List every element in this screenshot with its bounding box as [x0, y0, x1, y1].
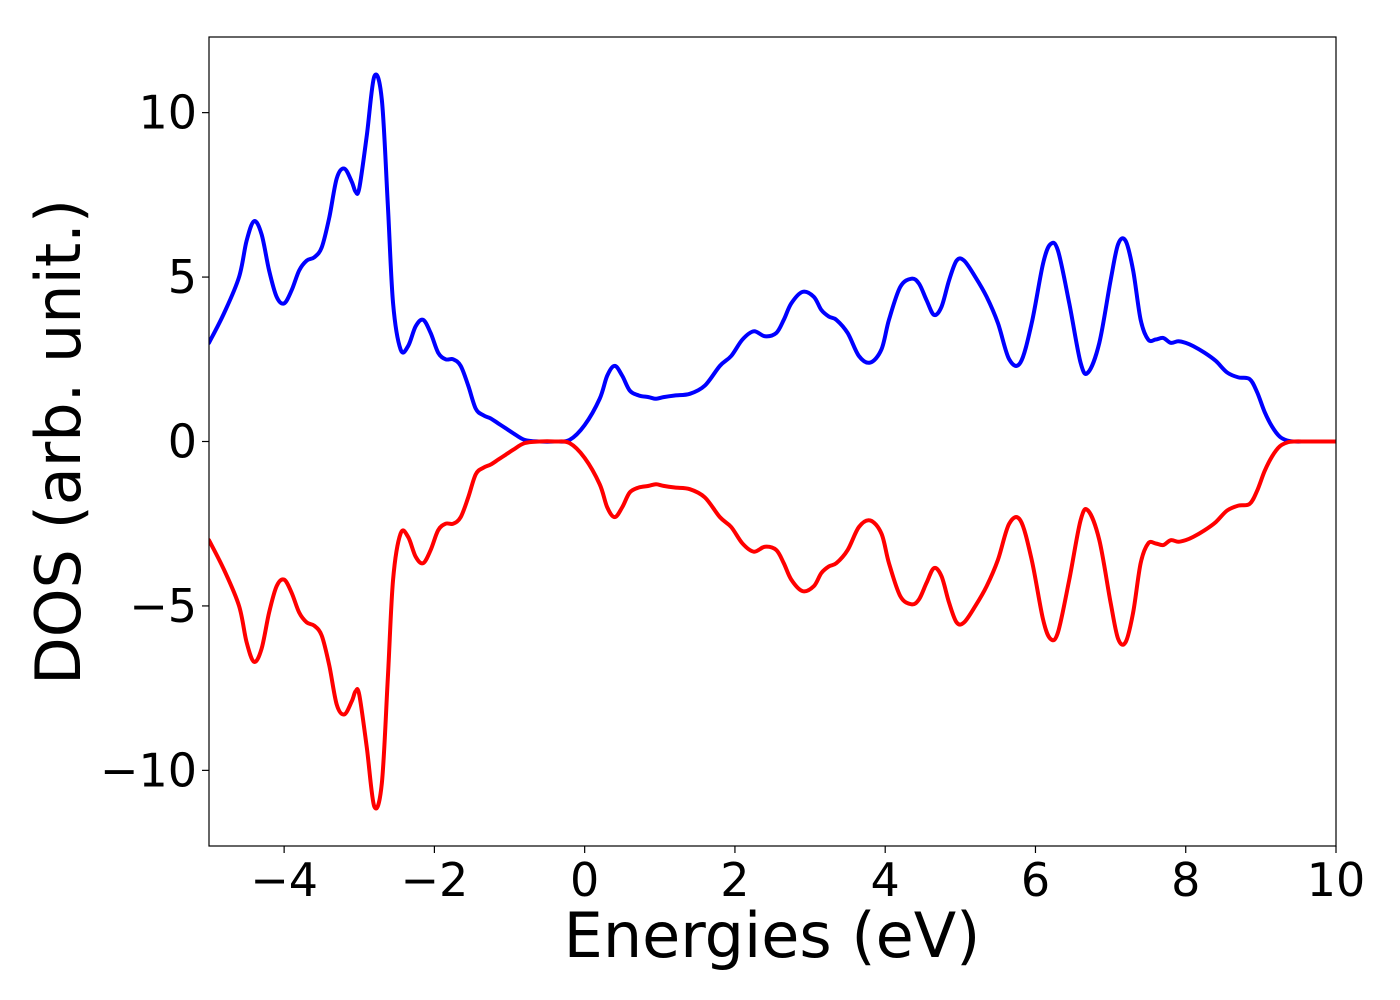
x-tick-label: −2: [400, 853, 468, 907]
x-tick-label: 8: [1171, 853, 1200, 907]
dos-spin-down-line: [209, 439, 1336, 811]
x-tick-label: 0: [570, 853, 599, 907]
x-tick-label: 6: [1021, 853, 1050, 907]
y-axis-ticks: −10 −5 0 5 10: [100, 86, 209, 797]
plot-frame: [208, 36, 1337, 847]
x-axis-label: Energies (eV): [564, 899, 981, 972]
y-tick-label: −5: [129, 579, 197, 633]
x-tick-label: 10: [1307, 853, 1366, 907]
x-tick-label: −4: [250, 853, 318, 907]
y-tick-label: 0: [168, 415, 197, 469]
y-tick-label: 10: [138, 86, 197, 140]
y-axis-label: DOS (arb. unit.): [22, 199, 95, 685]
series-layer: [209, 72, 1336, 811]
x-axis-ticks: −4 −2 0 2 4 6 8 10: [250, 846, 1365, 907]
dos-spin-up-line: [209, 72, 1336, 444]
x-tick-label: 4: [871, 853, 900, 907]
x-tick-label: 2: [720, 853, 749, 907]
y-tick-label: 5: [168, 250, 197, 304]
y-tick-label: −10: [100, 743, 197, 797]
